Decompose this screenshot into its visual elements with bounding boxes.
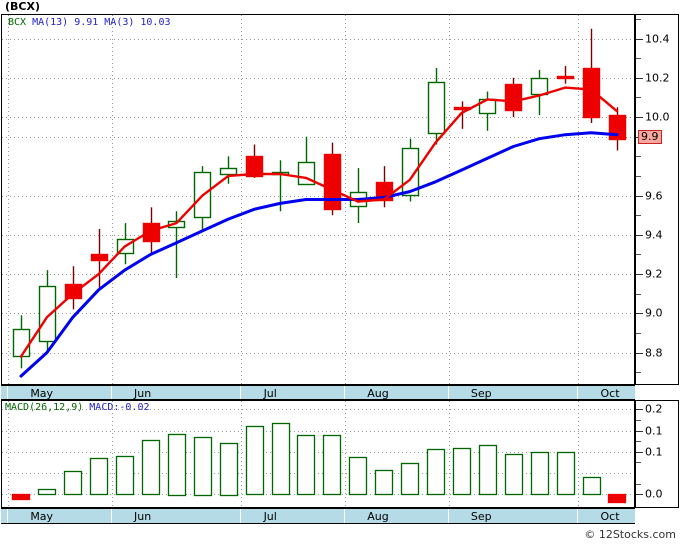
price-axis-minor-tick bbox=[636, 18, 641, 20]
macd-axis-minor-tick bbox=[636, 441, 641, 443]
price-axis-minor-tick bbox=[636, 332, 641, 334]
copyright-footer: © 12Stocks.com bbox=[584, 528, 676, 541]
macd-month-divider bbox=[577, 509, 578, 523]
macd-axis-tick bbox=[636, 494, 643, 496]
price-month-divider bbox=[111, 386, 112, 399]
macd-legend: MACD(26,12,9) MACD:-0.02 bbox=[5, 402, 150, 413]
macd-legend-label: MACD(26,12,9) bbox=[5, 402, 84, 413]
price-month-divider bbox=[448, 386, 449, 399]
macd-axis-tick bbox=[636, 409, 643, 411]
price-axis-label: 9.0 bbox=[645, 306, 663, 320]
macd-axis-tick bbox=[636, 451, 643, 453]
price-axis-tick bbox=[636, 195, 643, 197]
price-axis-tick bbox=[636, 38, 643, 40]
price-month-divider bbox=[7, 386, 8, 399]
price-month-label: Aug bbox=[367, 387, 389, 400]
price-month-label: Jun bbox=[133, 387, 152, 400]
price-axis-label: 10.0 bbox=[645, 110, 670, 124]
macd-axis-label: 0.0 bbox=[645, 487, 663, 501]
last-price-badge: 9.9 bbox=[638, 129, 662, 144]
price-axis-minor-tick bbox=[636, 215, 641, 217]
macd-x-axis-months: May Jun Jul Aug Sep Oct bbox=[1, 508, 635, 524]
macd-month-divider bbox=[7, 509, 8, 523]
price-axis-label: 8.8 bbox=[645, 346, 663, 360]
legend-ma13-value: 9.91 bbox=[74, 17, 99, 28]
price-axis-tick bbox=[636, 117, 643, 119]
title-bar: (BCX) bbox=[0, 0, 680, 14]
price-y-axis: 10.4 10.2 10.0 9.9 9.6 9.4 9.2 9.0 8.8 bbox=[634, 15, 678, 384]
macd-axis-minor-tick bbox=[636, 462, 641, 464]
macd-axis-tick bbox=[636, 430, 643, 432]
price-month-label: Jul bbox=[263, 387, 277, 400]
macd-axis-minor-tick bbox=[636, 420, 641, 422]
price-axis-minor-tick bbox=[636, 175, 641, 177]
price-axis-minor-tick bbox=[636, 58, 641, 60]
price-axis-label: 9.2 bbox=[645, 267, 663, 281]
price-month-divider bbox=[240, 386, 241, 399]
price-axis-tick bbox=[636, 77, 643, 79]
price-month-label: Sep bbox=[470, 387, 492, 400]
macd-y-axis: 0.2 0.1 0.1 0.0 bbox=[634, 401, 678, 507]
macd-month-label: Oct bbox=[600, 510, 620, 523]
price-legend: BCX MA(13) 9.91 MA(3) 10.03 bbox=[8, 17, 177, 28]
legend-symbol: BCX bbox=[8, 17, 27, 28]
page-title: (BCX) bbox=[5, 0, 40, 13]
macd-month-divider bbox=[448, 509, 449, 523]
price-axis-tick bbox=[636, 274, 643, 276]
price-month-label: May bbox=[30, 387, 54, 400]
macd-axis-minor-tick bbox=[636, 483, 641, 485]
legend-ma3-label: MA(3) bbox=[104, 17, 135, 28]
macd-month-divider bbox=[240, 509, 241, 523]
legend-ma3-value: 10.03 bbox=[140, 17, 171, 28]
macd-month-label: Sep bbox=[470, 510, 492, 523]
price-x-axis-months: May Jun Jul Aug Sep Oct bbox=[1, 385, 635, 400]
macd-axis-label: 0.1 bbox=[645, 424, 663, 438]
price-chart-panel[interactable]: BCX MA(13) 9.91 MA(3) 10.03 10.4 10.2 10.0 9.9 9… bbox=[1, 14, 679, 385]
macd-plot-area[interactable] bbox=[2, 401, 636, 507]
macd-legend-value: MACD:-0.02 bbox=[89, 402, 150, 413]
macd-axis-label: 0.2 bbox=[645, 402, 663, 416]
macd-month-label: Aug bbox=[367, 510, 389, 523]
price-axis-label: 10.2 bbox=[645, 71, 670, 85]
price-month-divider bbox=[577, 386, 578, 399]
macd-month-divider bbox=[344, 509, 345, 523]
price-axis-minor-tick bbox=[636, 293, 641, 295]
price-axis-minor-tick bbox=[636, 254, 641, 256]
macd-month-label: Jul bbox=[263, 510, 277, 523]
price-axis-tick bbox=[636, 352, 643, 354]
macd-month-label: May bbox=[30, 510, 54, 523]
price-axis-label: 9.6 bbox=[645, 189, 663, 203]
price-month-divider bbox=[344, 386, 345, 399]
price-axis-minor-tick bbox=[636, 97, 641, 99]
price-axis-minor-tick bbox=[636, 156, 641, 158]
price-axis-tick bbox=[636, 313, 643, 315]
macd-month-label: Jun bbox=[133, 510, 152, 523]
price-axis-minor-tick bbox=[636, 372, 641, 374]
price-axis-tick bbox=[636, 234, 643, 236]
price-month-label: Oct bbox=[600, 387, 620, 400]
macd-month-divider bbox=[111, 509, 112, 523]
macd-axis-label: 0.1 bbox=[645, 445, 663, 459]
price-plot-area[interactable] bbox=[2, 15, 636, 384]
price-axis-label: 9.4 bbox=[645, 228, 663, 242]
price-axis-label: 10.4 bbox=[645, 32, 670, 46]
macd-chart-panel[interactable]: MACD(26,12,9) MACD:-0.02 0.2 0.1 0.1 0.0 bbox=[1, 400, 679, 508]
legend-ma13-label: MA(13) bbox=[32, 17, 69, 28]
